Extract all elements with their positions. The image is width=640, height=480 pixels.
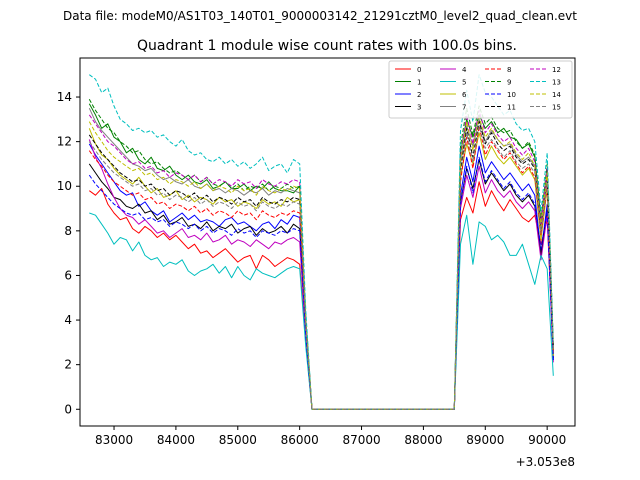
series-line-8 [88, 125, 554, 410]
legend-label: 9 [507, 79, 511, 87]
figure-suptitle: Data file: modeM0/AS1T03_140T01_90000031… [63, 9, 577, 23]
legend-label: 12 [552, 66, 561, 74]
legend-label: 8 [507, 66, 511, 74]
legend-label: 6 [462, 91, 467, 99]
legend-label: 10 [507, 91, 516, 99]
x-tick-label: 88000 [404, 433, 442, 447]
x-tick-label: 84000 [157, 433, 195, 447]
series-line-0 [89, 181, 554, 410]
x-tick-label: 89000 [466, 433, 504, 447]
series-line-5 [89, 212, 554, 410]
y-tick-label: 8 [64, 224, 72, 238]
y-tick-label: 2 [64, 358, 72, 372]
legend-label: 11 [507, 104, 516, 112]
x-tick-label: 85000 [219, 433, 257, 447]
series-line-6 [88, 128, 554, 410]
series-line-10 [88, 156, 554, 410]
legend-label: 2 [417, 91, 421, 99]
legend-label: 15 [552, 104, 561, 112]
series-line-1 [88, 103, 554, 410]
legend-label: 13 [552, 79, 561, 87]
legend-label: 5 [462, 79, 466, 87]
legend-label: 0 [417, 66, 421, 74]
chart-title: Quadrant 1 module wise count rates with … [137, 38, 517, 54]
legend-label: 1 [417, 79, 421, 87]
axes-frame [79, 57, 576, 427]
y-tick-label: 4 [64, 313, 72, 327]
y-tick-label: 14 [57, 90, 72, 104]
y-tick-label: 12 [57, 135, 72, 149]
series-line-15 [88, 125, 554, 410]
x-offset-label: +3.053e8 [516, 455, 575, 469]
y-tick-label: 6 [64, 268, 72, 282]
series-line-3 [88, 159, 554, 410]
series-line-2 [88, 143, 554, 410]
y-tick-label: 10 [57, 179, 72, 193]
plot-area [88, 74, 554, 410]
x-tick-label: 86000 [281, 433, 319, 447]
legend-label: 3 [417, 104, 421, 112]
x-tick-label: 90000 [528, 433, 566, 447]
legend-label: 7 [462, 104, 466, 112]
legend-box [388, 60, 573, 119]
y-tick-label: 0 [64, 402, 72, 416]
legend-label: 14 [552, 91, 561, 99]
axis-ticks: 83000 84000 85000 86000 87000 88000 89000 90000… [57, 90, 567, 447]
x-tick-label: 83000 [95, 433, 133, 447]
legend-label: 4 [462, 66, 467, 74]
series-line-4 [88, 139, 554, 410]
series-line-14 [88, 116, 554, 410]
x-tick-label: 87000 [342, 433, 380, 447]
